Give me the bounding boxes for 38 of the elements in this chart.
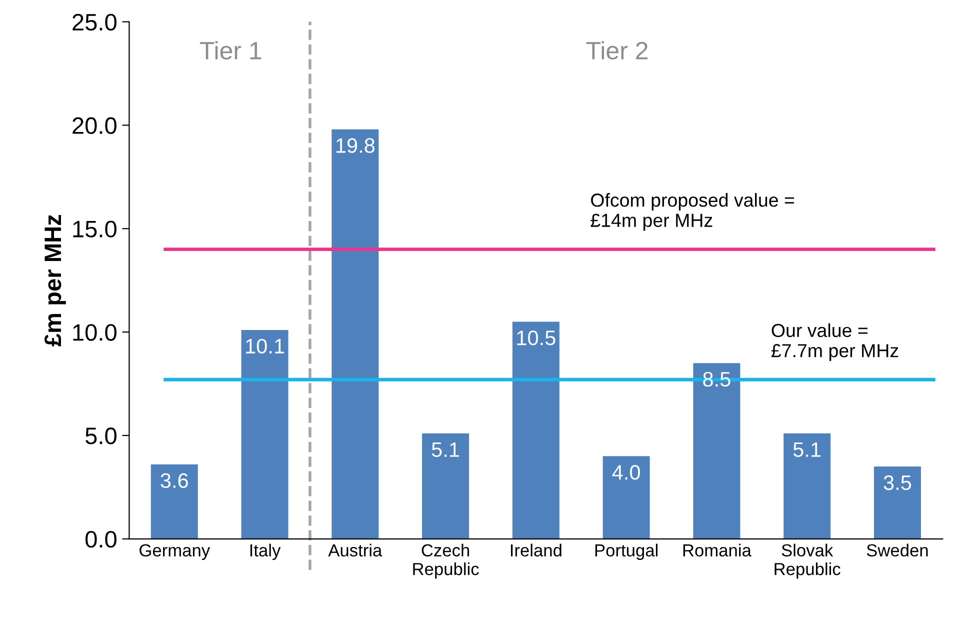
bar: [784, 433, 831, 539]
x-tick-label: Czech Republic: [413, 544, 479, 579]
x-tick-label: Sweden: [866, 544, 928, 557]
y-tick-label: 15.0: [73, 220, 116, 238]
data-label: 5.1: [432, 442, 459, 457]
data-label: 5.1: [793, 442, 821, 457]
data-label: 19.8: [336, 138, 375, 153]
x-tick-label: Ireland: [510, 544, 562, 557]
x-tick-label: Italy: [250, 544, 281, 560]
data-label: 10.5: [517, 330, 556, 346]
y-tick-label: 0.0: [85, 530, 116, 548]
bar: [241, 330, 288, 539]
y-tick-label: 5.0: [86, 428, 116, 444]
data-label: 4.0: [612, 464, 640, 480]
y-axis-title: £m per MHz: [44, 214, 66, 346]
bar: [332, 129, 379, 539]
annotation: Tier 1: [200, 41, 262, 60]
bar: [602, 456, 650, 539]
data-label: 3.5: [884, 475, 912, 490]
data-label: 3.6: [160, 473, 188, 488]
x-tick-label: Romania: [683, 544, 752, 557]
y-tick-label: 25.0: [72, 14, 116, 31]
bar: [512, 322, 560, 539]
annotation: Tier 2: [586, 41, 648, 60]
x-tick-label: Portugal: [595, 544, 658, 560]
ref-line-label: Our value = £7.7m per MHz: [771, 323, 898, 362]
bar: [422, 433, 470, 539]
data-label: 10.1: [246, 338, 284, 354]
data-label: 8.5: [703, 372, 730, 387]
bar: [874, 466, 921, 539]
x-tick-label: Slovak Republic: [774, 544, 840, 579]
ref-line-label: Ofcom proposed value = £14m per MHz: [590, 193, 794, 231]
y-tick-label: 20.0: [72, 117, 116, 134]
bar: [150, 464, 198, 539]
bar: [693, 363, 740, 539]
x-tick-label: Austria: [328, 544, 382, 557]
x-tick-label: Germany: [140, 544, 210, 560]
y-tick-label: 10.0: [73, 324, 116, 341]
